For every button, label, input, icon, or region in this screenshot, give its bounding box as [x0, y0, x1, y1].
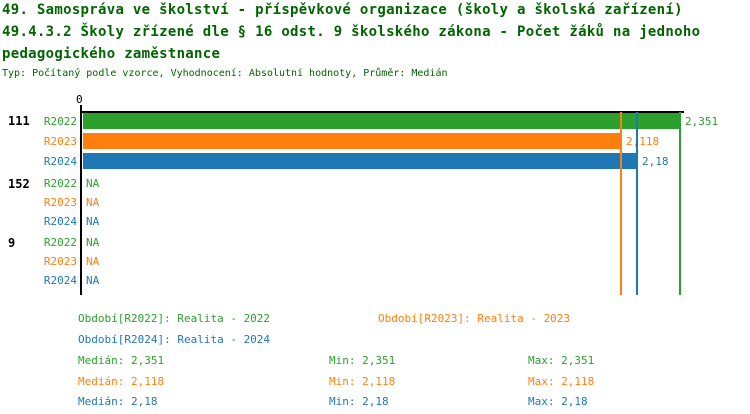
group-label: 9 [8, 236, 16, 250]
median-line [620, 112, 622, 295]
series-label: R2023 [43, 135, 77, 148]
na-label: NA [86, 255, 100, 268]
series-label: R2023 [43, 255, 77, 268]
median-line [636, 112, 638, 295]
x-axis-top-line [80, 111, 684, 113]
legend-period-r2022: Období[R2022]: Realita - 2022 [78, 312, 271, 325]
legend-period-r2024: Období[R2024]: Realita - 2024 [78, 333, 271, 346]
series-label: R2024 [43, 274, 77, 287]
legend-median-r2024: Medián: 2,18 [78, 395, 158, 408]
series-label: R2022 [43, 115, 77, 128]
median-line [679, 112, 681, 295]
na-label: NA [86, 196, 100, 209]
bar-value-label: 2,118 [626, 135, 660, 148]
legend-median-r2022: Medián: 2,351 [78, 354, 165, 367]
page-title-line-1: 49. Samospráva ve školství - příspěvkové… [2, 2, 683, 18]
legend-median-r2023: Medián: 2,118 [78, 375, 165, 388]
bar-value-label: 2,18 [642, 155, 669, 168]
page-title-line-2: 49.4.3.2 Školy zřízené dle § 16 odst. 9 … [2, 24, 701, 40]
bar-value-label: 2,351 [685, 115, 719, 128]
na-label: NA [86, 274, 100, 287]
chart-subtitle: Typ: Počítaný podle vzorce, Vyhodnocení:… [2, 68, 448, 79]
legend-max-r2024: Max: 2,18 [528, 395, 588, 408]
legend-min-r2023: Min: 2,118 [329, 375, 396, 388]
group-label: 111 [8, 114, 30, 128]
na-label: NA [86, 236, 100, 249]
na-label: NA [86, 215, 100, 228]
group-label: 152 [8, 177, 30, 191]
legend-max-r2023: Max: 2,118 [528, 375, 595, 388]
legend-min-r2024: Min: 2,18 [329, 395, 389, 408]
series-label: R2024 [43, 155, 77, 168]
legend-min-r2022: Min: 2,351 [329, 354, 396, 367]
legend-max-r2022: Max: 2,351 [528, 354, 595, 367]
series-label: R2022 [43, 236, 77, 249]
bar [83, 113, 680, 129]
series-label: R2022 [43, 177, 77, 190]
axis-tick-label: 0 [76, 93, 83, 106]
page-title-line-3: pedagogického zaměstnance [2, 46, 221, 62]
na-label: NA [86, 177, 100, 190]
y-axis-line [80, 105, 82, 295]
legend-period-r2023: Období[R2023]: Realita - 2023 [378, 312, 571, 325]
bar [83, 133, 621, 149]
series-label: R2024 [43, 215, 77, 228]
series-label: R2023 [43, 196, 77, 209]
bar [83, 153, 637, 169]
